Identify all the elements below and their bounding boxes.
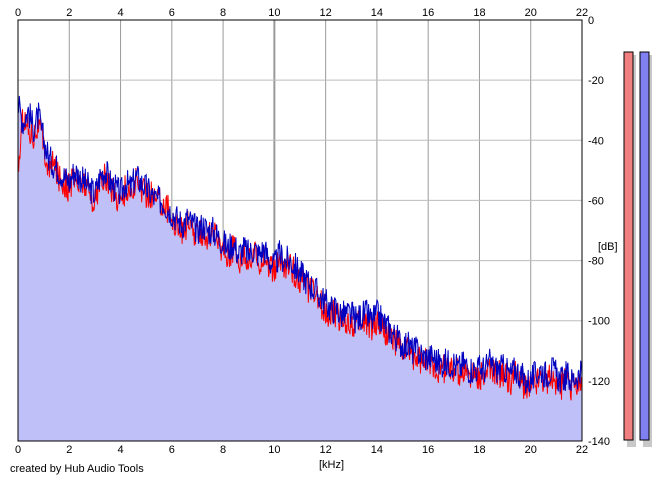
y-tick-label: -100 — [588, 316, 610, 328]
x-tick-label-top: 4 — [117, 7, 123, 19]
x-tick-label-top: 14 — [371, 7, 383, 19]
x-tick-label-bottom: 12 — [320, 444, 332, 456]
x-tick-label-bottom: 6 — [169, 444, 175, 456]
x-tick-label-bottom: 16 — [422, 444, 434, 456]
x-tick-label-top: 0 — [15, 7, 21, 19]
x-tick-label-bottom: 22 — [576, 444, 588, 456]
x-tick-label-top: 6 — [169, 7, 175, 19]
credit-text: created by Hub Audio Tools — [10, 463, 144, 475]
top-axis-ticks: 0 2 4 6 8 10 12 14 16 18 20 22 — [15, 7, 588, 19]
x-tick-label-bottom: 18 — [473, 444, 485, 456]
y-tick-label: -20 — [588, 75, 604, 87]
level-meter-bar — [623, 51, 634, 441]
x-tick-label-top: 8 — [220, 7, 226, 19]
series-line-2 — [17, 95, 583, 394]
y-tick-label: -40 — [588, 135, 604, 147]
x-tick-label-top: 16 — [422, 7, 434, 19]
bottom-axis-ticks: 0 2 4 6 8 10 12 14 16 18 20 22 — [15, 444, 588, 456]
x-tick-label-top: 12 — [320, 7, 332, 19]
y-axis-label: [dB] — [598, 241, 618, 253]
y-tick-label: -80 — [588, 256, 604, 268]
x-tick-label-bottom: 10 — [268, 444, 280, 456]
y-tick-label: -120 — [588, 376, 610, 388]
right-axis-ticks: 0 -20 -40 -60 -80 -100 -120 -140 — [588, 15, 610, 448]
y-tick-label: 0 — [588, 15, 594, 27]
x-tick-label-bottom: 8 — [220, 444, 226, 456]
x-tick-label-top: 2 — [66, 7, 72, 19]
series-layer — [17, 95, 583, 401]
x-tick-label-top: 20 — [525, 7, 537, 19]
x-tick-label-top: 22 — [576, 7, 588, 19]
x-tick-label-bottom: 20 — [525, 444, 537, 456]
level-meter-bar — [639, 51, 650, 441]
y-tick-label: -140 — [588, 436, 610, 448]
plot-frame — [17, 19, 583, 442]
x-tick-label-top: 18 — [473, 7, 485, 19]
y-tick-label: -60 — [588, 195, 604, 207]
x-axis-label: [kHz] — [319, 459, 344, 471]
x-tick-label-top: 10 — [268, 7, 280, 19]
x-tick-label-bottom: 0 — [15, 444, 21, 456]
level-meters — [623, 51, 652, 447]
x-tick-label-bottom: 14 — [371, 444, 383, 456]
x-tick-label-bottom: 4 — [117, 444, 123, 456]
x-tick-label-bottom: 2 — [66, 444, 72, 456]
